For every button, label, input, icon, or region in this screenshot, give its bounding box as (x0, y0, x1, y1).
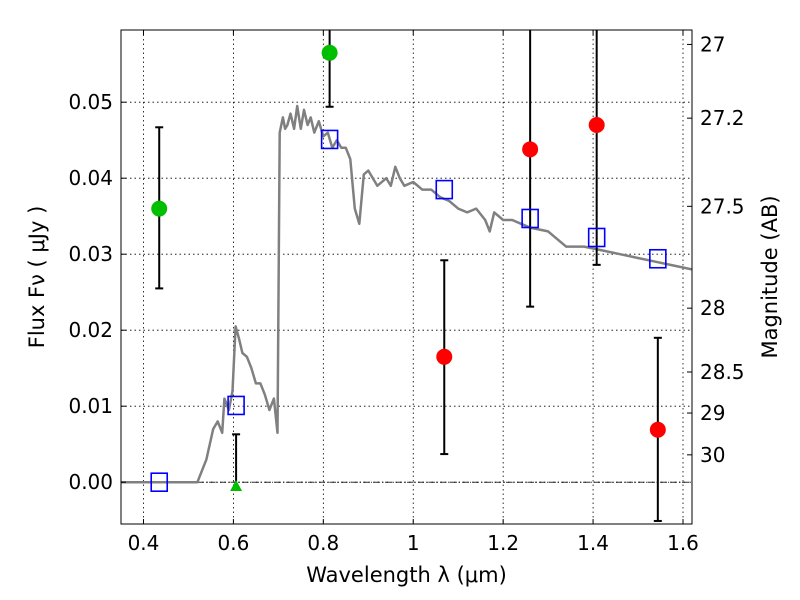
observed-flux-point (588, 117, 605, 133)
model-band-square (587, 227, 606, 248)
x-tick-label: 0.8 (307, 531, 339, 555)
magnitude-tick-label: 27.5 (700, 194, 745, 218)
model-band-square (435, 179, 454, 200)
y-tick-label: 0.05 (68, 90, 113, 114)
grid (121, 30, 692, 524)
model-band-square (649, 248, 667, 269)
error-bars (155, 30, 662, 522)
y-tick-label: 0.01 (68, 394, 113, 418)
model-band-square (521, 208, 539, 229)
observed-flux-point (522, 141, 539, 158)
model-sed-line (121, 104, 692, 484)
x-tick-label: 1 (407, 531, 420, 555)
y-tick-label: 0.00 (68, 470, 113, 494)
data-markers (150, 44, 667, 493)
observed-flux-point (321, 44, 338, 61)
magnitude-tick-label: 27 (700, 32, 725, 56)
plot-frame (120, 29, 693, 525)
y-axis-label: Flux Fν ( μJy ) (25, 206, 49, 349)
magnitude-tick-label: 29 (700, 401, 725, 425)
model-band-square (150, 472, 169, 493)
y-tick-label: 0.03 (68, 242, 113, 266)
x-tick-label: 0.4 (128, 531, 160, 555)
magnitude-tick-label: 27.2 (700, 106, 745, 130)
x-tick-label: 1.2 (487, 531, 519, 555)
x-tick-label: 1.6 (667, 531, 699, 555)
model-sed-curve (121, 104, 692, 484)
magnitude-tick-label: 28.5 (700, 360, 745, 384)
magnitude-axis-label: Magnitude (AB) (758, 195, 782, 358)
upper-limit-triangle (230, 480, 243, 491)
x-axis-label: Wavelength λ (μm) (306, 563, 507, 587)
y-tick-label: 0.04 (68, 166, 113, 190)
x-tick-label: 1.4 (577, 531, 609, 555)
observed-flux-point (436, 348, 453, 365)
x-tick-label: 0.6 (217, 531, 249, 555)
y-axis-ticks: 0.00 0.01 0.02 0.03 0.04 0.05 (68, 90, 126, 494)
x-axis-ticks: 0.4 0.6 0.8 1 1.2 1.4 1.6 (128, 30, 699, 555)
magnitude-tick-label: 28 (700, 296, 725, 320)
model-band-square (227, 395, 245, 416)
magnitude-axis-ticks: 27 27.2 27.5 28 28.5 29 30 (687, 32, 745, 467)
y-tick-label: 0.02 (68, 318, 113, 342)
magnitude-tick-label: 30 (700, 443, 725, 467)
observed-flux-point (151, 200, 168, 217)
model-band-square (320, 129, 339, 150)
observed-flux-point (649, 421, 666, 438)
